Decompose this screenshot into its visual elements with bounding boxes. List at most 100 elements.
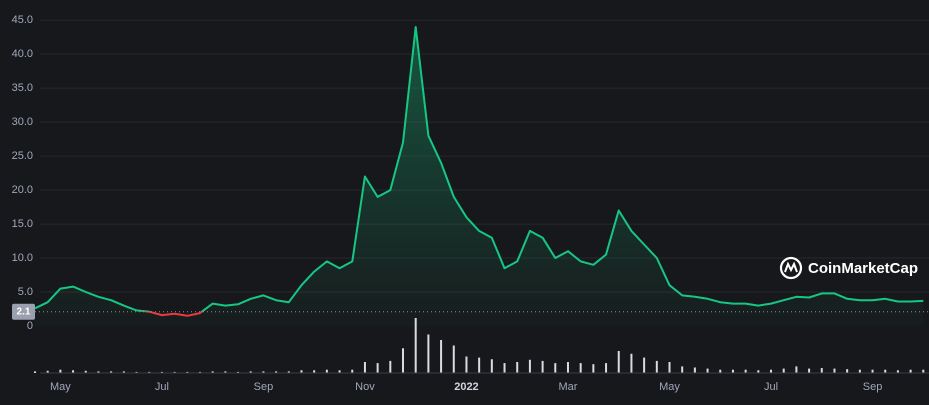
brand-name: CoinMarketCap — [808, 260, 918, 277]
baseline-label: 2.1 — [17, 306, 31, 317]
volume-bar — [630, 353, 633, 373]
volume-bar — [122, 371, 125, 373]
volume-bar — [186, 371, 189, 373]
volume-bar — [871, 369, 874, 373]
y-tick-label: 20.0 — [12, 184, 33, 196]
volume-bar — [541, 360, 544, 373]
volume-bar — [376, 363, 379, 373]
labels: 0 5.0 10.0 15.0 20.0 25.0 30.0 35.0 40.0 45.0 2.1 M… — [12, 14, 883, 393]
volume-bar — [884, 369, 887, 373]
x-tick-label: May — [659, 381, 680, 393]
volume-bar — [313, 370, 316, 373]
volume-bar — [592, 364, 595, 373]
volume-bar — [300, 370, 303, 373]
volume-bar — [389, 360, 392, 373]
x-tick-label: Mar — [559, 381, 578, 393]
volume-bar — [770, 369, 773, 373]
volume-bars — [34, 318, 929, 374]
volume-bar — [249, 371, 252, 373]
volume-bar — [275, 371, 278, 373]
plot — [34, 26, 929, 326]
price-line — [34, 26, 924, 317]
volume-bar — [237, 371, 240, 373]
x-tick-label: May — [50, 381, 71, 393]
grid — [40, 19, 929, 293]
x-tick-label: Jul — [155, 381, 169, 393]
volume-bar — [833, 368, 836, 373]
volume-bar — [84, 370, 87, 373]
x-tick-label: Nov — [355, 381, 375, 393]
volume-bar — [46, 370, 49, 373]
volume-bar — [173, 371, 176, 373]
volume-bar — [719, 369, 722, 373]
x-tick-label: Jul — [764, 381, 778, 393]
volume-bar — [757, 370, 760, 373]
volume-bar — [643, 357, 646, 373]
volume-bar — [338, 370, 341, 373]
volume-bar — [909, 369, 912, 373]
volume-bar — [858, 369, 861, 373]
y-tick-label: 40.0 — [12, 48, 33, 60]
volume-bar — [59, 369, 62, 373]
volume-bar — [287, 371, 290, 373]
volume-bar — [325, 369, 328, 373]
volume-bar — [198, 371, 201, 373]
volume-bar — [681, 366, 684, 373]
brand-logo: CoinMarketCap — [779, 256, 918, 280]
y-tick-label: 30.0 — [12, 116, 33, 128]
volume-bar — [706, 368, 709, 373]
volume-bar — [110, 371, 113, 373]
volume-bar — [465, 356, 468, 373]
volume-bar — [440, 340, 443, 373]
volume-bar — [566, 362, 569, 373]
x-tick-label: 2022 — [454, 381, 478, 393]
volume-bar — [414, 318, 417, 373]
baseline-label-box — [12, 303, 35, 320]
price-area — [35, 27, 924, 326]
y-tick-label: 15.0 — [12, 218, 33, 230]
y-tick-label: 25.0 — [12, 150, 33, 162]
volume-bar — [617, 351, 620, 373]
volume-bar — [262, 371, 265, 373]
y-tick-label: 35.0 — [12, 82, 33, 94]
x-tick-label: Sep — [254, 381, 274, 393]
volume-bar — [744, 369, 747, 373]
volume-bar — [503, 363, 506, 373]
y-tick-label: 0 — [27, 320, 33, 332]
volume-bar — [211, 371, 214, 373]
volume-bar — [160, 371, 163, 373]
volume-bar — [478, 357, 481, 373]
y-tick-label: 10.0 — [12, 252, 33, 264]
volume-bar — [34, 371, 36, 373]
volume-bar — [579, 363, 582, 373]
volume-bar — [846, 369, 849, 373]
volume-bar — [363, 362, 366, 373]
volume-bar — [605, 363, 608, 373]
volume-bar — [731, 369, 734, 373]
volume-bar — [554, 363, 557, 373]
volume-bar — [528, 359, 531, 373]
volume-bar — [148, 371, 151, 373]
volume-bar — [896, 370, 899, 373]
volume-bar — [795, 366, 798, 373]
volume-bar — [808, 368, 811, 373]
volume-bar — [782, 368, 785, 373]
volume-bar — [351, 369, 354, 373]
volume-bar — [135, 371, 138, 373]
volume-bar — [693, 367, 696, 373]
volume-bar — [922, 369, 925, 373]
logo-circle — [779, 256, 803, 280]
volume-bar — [427, 334, 430, 373]
volume-bar — [820, 368, 823, 373]
volume-bar — [490, 359, 493, 373]
logo-mark — [784, 261, 798, 273]
y-tick-label: 5.0 — [18, 286, 33, 298]
volume-bar — [452, 345, 455, 373]
y-tick-label: 45.0 — [12, 14, 33, 26]
volume-bar — [72, 370, 75, 373]
volume-bar — [668, 362, 671, 373]
volume-bar — [224, 371, 227, 373]
x-tick-label: Sep — [863, 381, 883, 393]
